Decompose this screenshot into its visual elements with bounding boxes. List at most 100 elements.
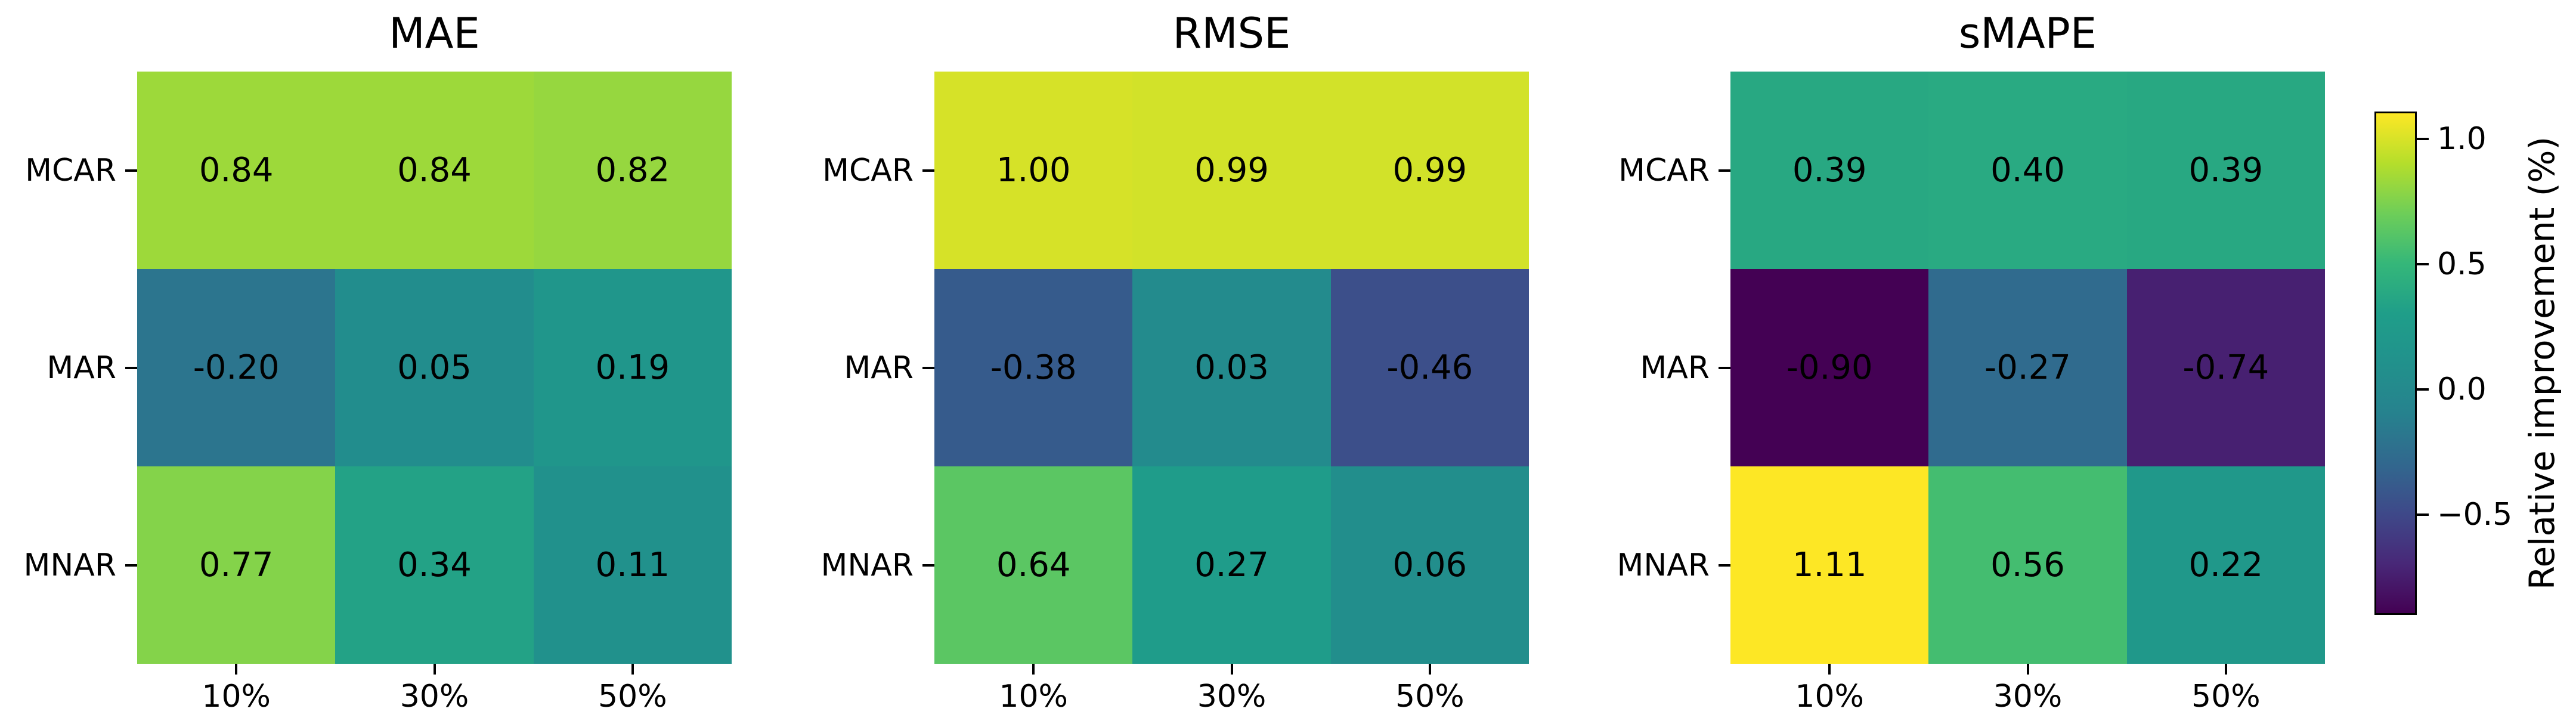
cell-value: 0.99 bbox=[1392, 151, 1467, 190]
y-tick-label: MNAR bbox=[821, 547, 914, 583]
y-tick-label: MNAR bbox=[1617, 547, 1710, 583]
cell-value: 0.05 bbox=[397, 348, 472, 387]
cell-value: 0.03 bbox=[1194, 348, 1269, 387]
heatmap-panel-mae: MAE 0.84 0.84 0.82 -0.20 0.05 0.19 0.77 0.34 0.1… bbox=[24, 0, 732, 727]
heatmap-cell: 0.22 bbox=[2126, 466, 2325, 664]
cell-value: 1.00 bbox=[996, 151, 1071, 190]
y-tick bbox=[125, 366, 137, 369]
heatmap-cell: 0.40 bbox=[1928, 72, 2127, 269]
x-tick bbox=[1828, 664, 1831, 675]
x-tick-label: 50% bbox=[1395, 679, 1465, 714]
heatmap-cell: 0.05 bbox=[335, 269, 534, 466]
y-tick-label: MCAR bbox=[25, 152, 116, 188]
heatmap-panel-rmse: RMSE 1.00 0.99 0.99 -0.38 0.03 -0.46 0.64 0.27 0… bbox=[821, 0, 1529, 727]
heatmap-cell: 0.19 bbox=[533, 269, 732, 466]
y-tick bbox=[922, 366, 934, 369]
x-tick-label: 10% bbox=[202, 679, 271, 714]
y-tick-label: MNAR bbox=[23, 547, 116, 583]
cell-value: -0.74 bbox=[2182, 348, 2270, 387]
cell-value: -0.38 bbox=[990, 348, 1077, 387]
heatmap-cell: 0.11 bbox=[533, 466, 732, 664]
heatmap-cell: -0.90 bbox=[1730, 269, 1929, 466]
x-tick-label: 30% bbox=[1993, 679, 2063, 714]
y-tick bbox=[1719, 564, 1730, 567]
cell-value: -0.27 bbox=[1984, 348, 2071, 387]
x-tick-label: 50% bbox=[598, 679, 667, 714]
x-tick bbox=[433, 664, 436, 675]
y-tick bbox=[125, 169, 137, 172]
colorbar-tick bbox=[2417, 138, 2429, 141]
heatmap-cell: 1.11 bbox=[1730, 466, 1929, 664]
y-tick bbox=[125, 564, 137, 567]
y-tick-label: MCAR bbox=[822, 152, 914, 188]
y-tick bbox=[922, 564, 934, 567]
heatmap-grid: 0.39 0.40 0.39 -0.90 -0.27 -0.74 1.11 0.56 0.22 bbox=[1730, 72, 2325, 664]
colorbar-gradient bbox=[2374, 112, 2417, 615]
cell-value: 0.11 bbox=[595, 546, 670, 584]
x-tick-label: 30% bbox=[1197, 679, 1267, 714]
cell-value: 0.99 bbox=[1194, 151, 1269, 190]
cell-value: 0.40 bbox=[1990, 151, 2065, 190]
cell-value: 0.27 bbox=[1194, 546, 1269, 584]
heatmap-grid: 1.00 0.99 0.99 -0.38 0.03 -0.46 0.64 0.27 0.06 bbox=[934, 72, 1529, 664]
heatmap-cell: 0.99 bbox=[1330, 72, 1529, 269]
y-tick bbox=[1719, 366, 1730, 369]
cell-value: 0.06 bbox=[1392, 546, 1467, 584]
heatmap-cell: 0.99 bbox=[1132, 72, 1331, 269]
heatmap-cell: -0.38 bbox=[934, 269, 1133, 466]
cell-value: -0.90 bbox=[1786, 348, 1873, 387]
x-tick-label: 50% bbox=[2191, 679, 2261, 714]
x-tick-label: 10% bbox=[999, 679, 1068, 714]
cell-value: 0.77 bbox=[199, 546, 274, 584]
y-tick-label: MAR bbox=[47, 349, 116, 386]
heatmap-panel-smape: sMAPE 0.39 0.40 0.39 -0.90 -0.27 -0.74 1.11 0.5… bbox=[1617, 0, 2325, 727]
cell-value: 0.56 bbox=[1990, 546, 2065, 584]
heatmap-cell: 0.39 bbox=[1730, 72, 1929, 269]
heatmap-cell: 0.39 bbox=[2126, 72, 2325, 269]
cell-value: 0.19 bbox=[595, 348, 670, 387]
colorbar-tick bbox=[2417, 388, 2429, 391]
heatmap-cell: 0.34 bbox=[335, 466, 534, 664]
colorbar-tick bbox=[2417, 263, 2429, 266]
cell-value: -0.20 bbox=[193, 348, 280, 387]
heatmap-cell: 0.03 bbox=[1132, 269, 1331, 466]
heatmap-cell: 0.84 bbox=[335, 72, 534, 269]
heatmap-cell: 0.06 bbox=[1330, 466, 1529, 664]
x-tick bbox=[1428, 664, 1431, 675]
cell-value: 0.39 bbox=[2188, 151, 2264, 190]
cell-value: 1.11 bbox=[1792, 546, 1867, 584]
x-tick bbox=[1032, 664, 1035, 675]
cell-value: 0.84 bbox=[397, 151, 472, 190]
heatmap-cell: -0.27 bbox=[1928, 269, 2127, 466]
cell-value: 0.64 bbox=[996, 546, 1071, 584]
panel-title: sMAPE bbox=[1958, 9, 2097, 58]
heatmap-cell: -0.46 bbox=[1330, 269, 1529, 466]
cell-value: 0.39 bbox=[1792, 151, 1867, 190]
heatmap-cell: 0.27 bbox=[1132, 466, 1331, 664]
cell-value: 0.22 bbox=[2188, 546, 2264, 584]
x-tick bbox=[2026, 664, 2029, 675]
heatmap-cell: -0.74 bbox=[2126, 269, 2325, 466]
colorbar-tick-label: 0.5 bbox=[2437, 246, 2487, 283]
heatmap-cell: 0.56 bbox=[1928, 466, 2127, 664]
y-tick bbox=[1719, 169, 1730, 172]
x-tick-label: 30% bbox=[400, 679, 469, 714]
y-tick-label: MCAR bbox=[1618, 152, 1710, 188]
x-tick bbox=[2224, 664, 2227, 675]
x-tick bbox=[235, 664, 238, 675]
cell-value: 0.34 bbox=[397, 546, 472, 584]
heatmap-cell: 0.77 bbox=[137, 466, 336, 664]
y-tick-label: MAR bbox=[1640, 349, 1710, 386]
x-tick bbox=[1230, 664, 1233, 675]
heatmap-cell: 1.00 bbox=[934, 72, 1133, 269]
y-tick-label: MAR bbox=[844, 349, 914, 386]
heatmap-cell: -0.20 bbox=[137, 269, 336, 466]
colorbar-tick bbox=[2417, 513, 2429, 516]
x-tick-label: 10% bbox=[1795, 679, 1864, 714]
heatmap-grid: 0.84 0.84 0.82 -0.20 0.05 0.19 0.77 0.34 0.11 bbox=[137, 72, 732, 664]
cell-value: -0.46 bbox=[1386, 348, 1473, 387]
y-tick bbox=[922, 169, 934, 172]
colorbar-tick-label: 1.0 bbox=[2437, 121, 2487, 157]
panel-title: MAE bbox=[389, 9, 480, 58]
cell-value: 0.82 bbox=[595, 151, 670, 190]
